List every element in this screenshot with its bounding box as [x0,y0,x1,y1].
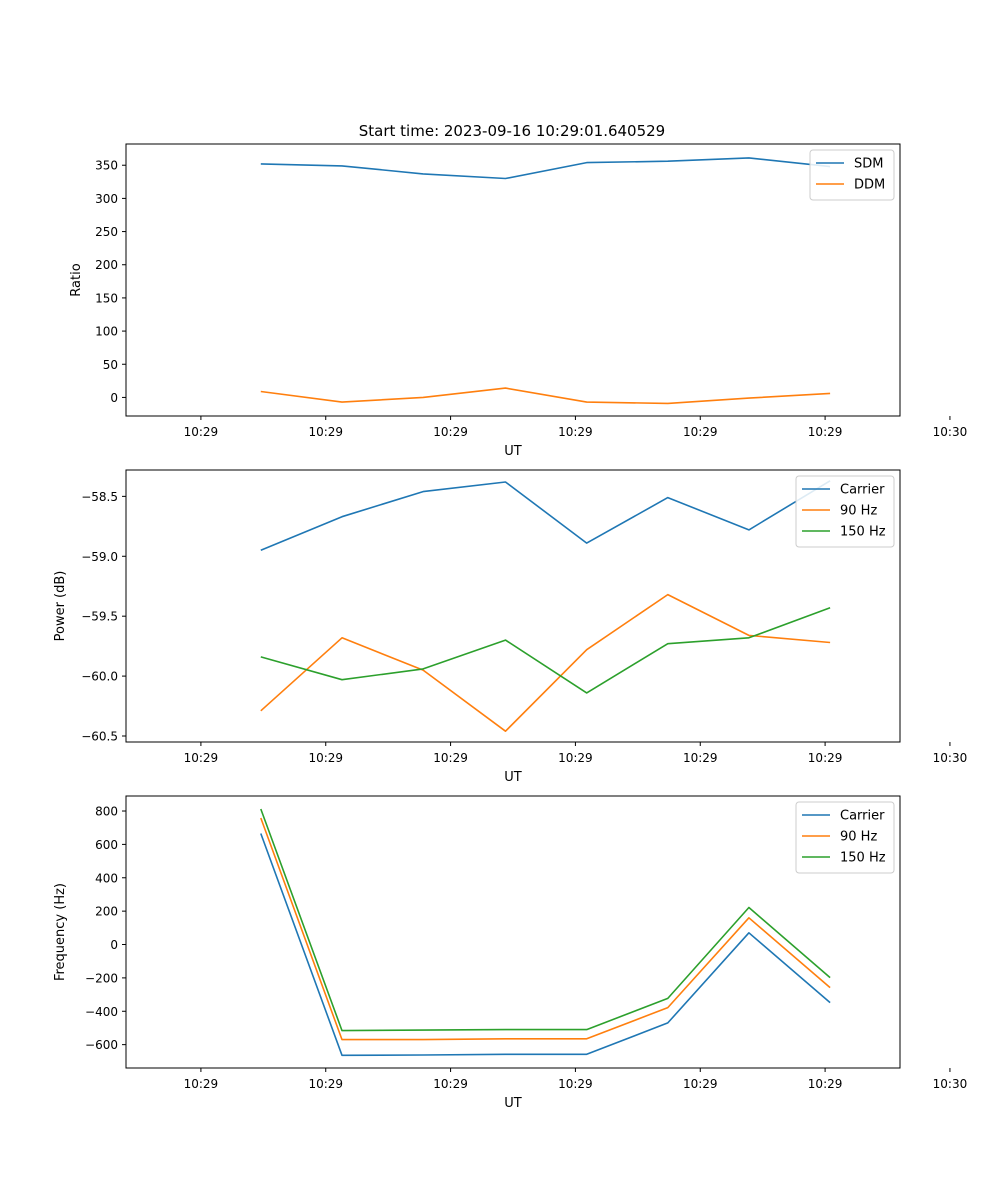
legend-label-150-hz: 150 Hz [840,851,886,866]
subplots: 10:29 10:29 10:29 10:29 10:29 10:29 10:30 0 50 10… [53,143,968,1111]
series-line-150-hz [260,808,831,1032]
x-tick-label: 10:29 [558,751,593,765]
y-tick-label: −600 [85,1038,118,1052]
y-axis-label: Frequency (Hz) [53,883,68,981]
y-tick-label: −59.0 [81,550,118,564]
y-tick-label: 400 [95,871,118,885]
y-axis-label: Ratio [69,263,84,296]
plot-area-frame [125,469,901,743]
series-line-sdm [260,157,831,180]
y-tick-label: 300 [95,192,118,206]
y-tick-label: 250 [95,225,118,239]
legend-label-ddm: DDM [854,178,885,193]
y-tick-label: 0 [110,391,118,405]
legend-label-90-hz: 90 Hz [840,504,877,519]
x-tick-label: 10:29 [184,1077,219,1091]
legend-label-90-hz: 90 Hz [840,830,877,845]
x-tick-label: 10:30 [933,1077,968,1091]
x-tick-label: 10:29 [308,425,343,439]
figure-title: Start time: 2023-09-16 10:29:01.640529 [359,122,665,140]
y-tick-label: 100 [95,325,118,339]
x-axis-label: UT [504,1096,522,1111]
x-tick-label: 10:29 [683,425,718,439]
x-axis-label: UT [504,444,522,459]
x-tick-label: 10:29 [308,751,343,765]
series-line-90-hz [260,593,831,733]
legend: Carrier 90 Hz 150 Hz [795,475,895,548]
y-axis-label: Power (dB) [53,571,68,642]
y-tick-label: 150 [95,291,118,305]
series-line-carrier [260,833,831,1057]
series-line-90-hz [260,817,831,1041]
x-tick-label: 10:29 [184,425,219,439]
x-tick-label: 10:29 [808,751,843,765]
legend: Carrier 90 Hz 150 Hz [795,801,895,874]
legend-label-150-hz: 150 Hz [840,525,886,540]
x-tick-label: 10:30 [933,425,968,439]
y-tick-label: −59.5 [81,610,118,624]
y-tick-label: −400 [85,1005,118,1019]
y-tick-label: 350 [95,159,118,173]
subplot-2: 10:29 10:29 10:29 10:29 10:29 10:29 10:30 −60.5… [53,469,968,785]
legend-label-carrier: Carrier [840,483,885,498]
series-line-carrier [260,480,831,552]
x-tick-label: 10:29 [558,1077,593,1091]
x-tick-label: 10:29 [808,1077,843,1091]
plot-area-frame [125,795,901,1069]
series-line-150-hz [260,607,831,694]
x-tick-label: 10:29 [683,751,718,765]
legend-box [795,475,895,548]
y-tick-label: 50 [103,358,118,372]
legend: SDM DDM [809,149,895,201]
plot-area-frame [125,143,901,417]
y-tick-label: −60.0 [81,670,118,684]
x-tick-label: 10:30 [933,751,968,765]
y-tick-label: −60.5 [81,730,118,744]
legend-label-carrier: Carrier [840,809,885,824]
x-tick-label: 10:29 [558,425,593,439]
legend-box [795,801,895,874]
subplot-3: 10:29 10:29 10:29 10:29 10:29 10:29 10:30 −600 −… [53,795,968,1111]
legend-label-sdm: SDM [854,157,883,172]
y-tick-label: 200 [95,258,118,272]
y-tick-label: −200 [85,971,118,985]
x-tick-label: 10:29 [308,1077,343,1091]
x-tick-label: 10:29 [184,751,219,765]
x-tick-label: 10:29 [433,1077,468,1091]
y-tick-label: 800 [95,805,118,819]
x-tick-label: 10:29 [683,1077,718,1091]
y-tick-label: 600 [95,838,118,852]
x-axis-label: UT [504,770,522,785]
series-line-ddm [260,387,831,405]
y-tick-label: 200 [95,905,118,919]
y-tick-label: 0 [110,938,118,952]
x-tick-label: 10:29 [433,425,468,439]
subplot-1: 10:29 10:29 10:29 10:29 10:29 10:29 10:30 0 50 10… [69,143,968,459]
y-tick-label: −58.5 [81,490,118,504]
x-tick-label: 10:29 [808,425,843,439]
x-tick-label: 10:29 [433,751,468,765]
